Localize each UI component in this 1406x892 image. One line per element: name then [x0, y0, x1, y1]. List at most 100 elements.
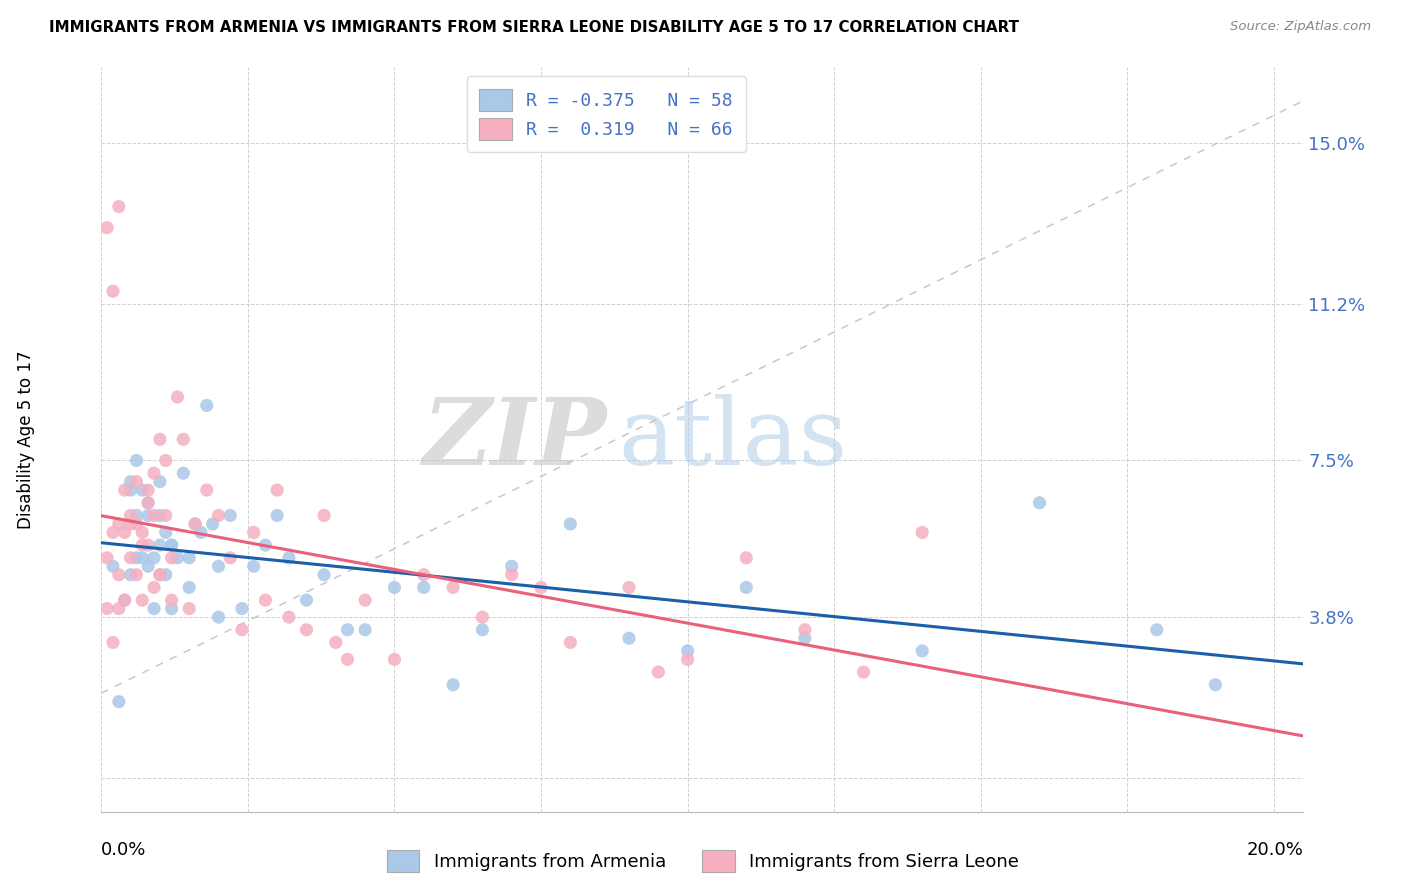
Point	[125, 567, 148, 582]
Point	[242, 559, 264, 574]
Point	[190, 525, 212, 540]
Point	[101, 284, 124, 298]
Point	[149, 567, 172, 582]
Point	[336, 623, 359, 637]
Point	[172, 466, 194, 480]
Text: 20.0%: 20.0%	[1247, 841, 1303, 859]
Point	[676, 652, 699, 666]
Point	[312, 508, 335, 523]
Y-axis label: Disability Age 5 to 17: Disability Age 5 to 17	[17, 350, 35, 529]
Point	[136, 559, 159, 574]
Point	[136, 496, 159, 510]
Point	[114, 593, 136, 607]
Point	[96, 601, 118, 615]
Point	[852, 665, 875, 679]
Point	[1204, 678, 1226, 692]
Point	[136, 538, 159, 552]
Legend: R = -0.375   N = 58, R =  0.319   N = 66: R = -0.375 N = 58, R = 0.319 N = 66	[467, 76, 745, 153]
Point	[108, 200, 131, 214]
Point	[179, 601, 201, 615]
Point	[184, 516, 207, 531]
Point	[266, 508, 288, 523]
Point	[114, 525, 136, 540]
Point	[501, 559, 523, 574]
Point	[96, 220, 118, 235]
Point	[108, 601, 131, 615]
Point	[219, 508, 242, 523]
Point	[354, 623, 377, 637]
Point	[560, 516, 582, 531]
Point	[120, 475, 142, 489]
Point	[155, 567, 177, 582]
Point	[201, 516, 224, 531]
Point	[617, 581, 640, 595]
Point	[125, 475, 148, 489]
Point	[136, 496, 159, 510]
Point	[676, 644, 699, 658]
Point	[101, 525, 124, 540]
Point	[412, 581, 434, 595]
Point	[412, 567, 434, 582]
Point	[155, 453, 177, 467]
Point	[295, 593, 318, 607]
Point	[911, 525, 934, 540]
Point	[108, 567, 131, 582]
Point	[160, 538, 183, 552]
Point	[384, 652, 406, 666]
Point	[131, 538, 153, 552]
Point	[793, 623, 815, 637]
Point	[160, 550, 183, 565]
Point	[195, 483, 218, 497]
Point	[242, 525, 264, 540]
Point	[108, 516, 131, 531]
Point	[143, 601, 166, 615]
Point	[471, 610, 494, 624]
Point	[1146, 623, 1168, 637]
Point	[149, 433, 172, 447]
Point	[735, 581, 758, 595]
Point	[441, 678, 464, 692]
Point	[354, 593, 377, 607]
Text: atlas: atlas	[619, 394, 848, 484]
Point	[207, 559, 229, 574]
Point	[101, 635, 124, 649]
Text: ZIP: ZIP	[422, 394, 606, 484]
Point	[120, 483, 142, 497]
Point	[195, 399, 218, 413]
Point	[155, 525, 177, 540]
Point	[143, 550, 166, 565]
Point	[179, 550, 201, 565]
Point	[647, 665, 669, 679]
Point	[160, 601, 183, 615]
Point	[96, 550, 118, 565]
Point	[219, 550, 242, 565]
Point	[254, 593, 277, 607]
Point	[166, 390, 188, 404]
Point	[160, 538, 183, 552]
Point	[254, 538, 277, 552]
Point	[149, 538, 172, 552]
Point	[336, 652, 359, 666]
Point	[172, 433, 194, 447]
Text: Source: ZipAtlas.com: Source: ZipAtlas.com	[1230, 20, 1371, 33]
Point	[184, 516, 207, 531]
Text: 0.0%: 0.0%	[101, 841, 146, 859]
Point	[277, 550, 299, 565]
Point	[617, 631, 640, 645]
Point	[120, 550, 142, 565]
Point	[207, 610, 229, 624]
Point	[108, 695, 131, 709]
Point	[471, 623, 494, 637]
Point	[149, 508, 172, 523]
Point	[114, 593, 136, 607]
Point	[384, 581, 406, 595]
Point	[131, 593, 153, 607]
Point	[131, 550, 153, 565]
Point	[325, 635, 347, 649]
Legend: Immigrants from Armenia, Immigrants from Sierra Leone: Immigrants from Armenia, Immigrants from…	[378, 841, 1028, 881]
Point	[207, 508, 229, 523]
Point	[501, 567, 523, 582]
Point	[160, 593, 183, 607]
Point	[560, 635, 582, 649]
Point	[179, 581, 201, 595]
